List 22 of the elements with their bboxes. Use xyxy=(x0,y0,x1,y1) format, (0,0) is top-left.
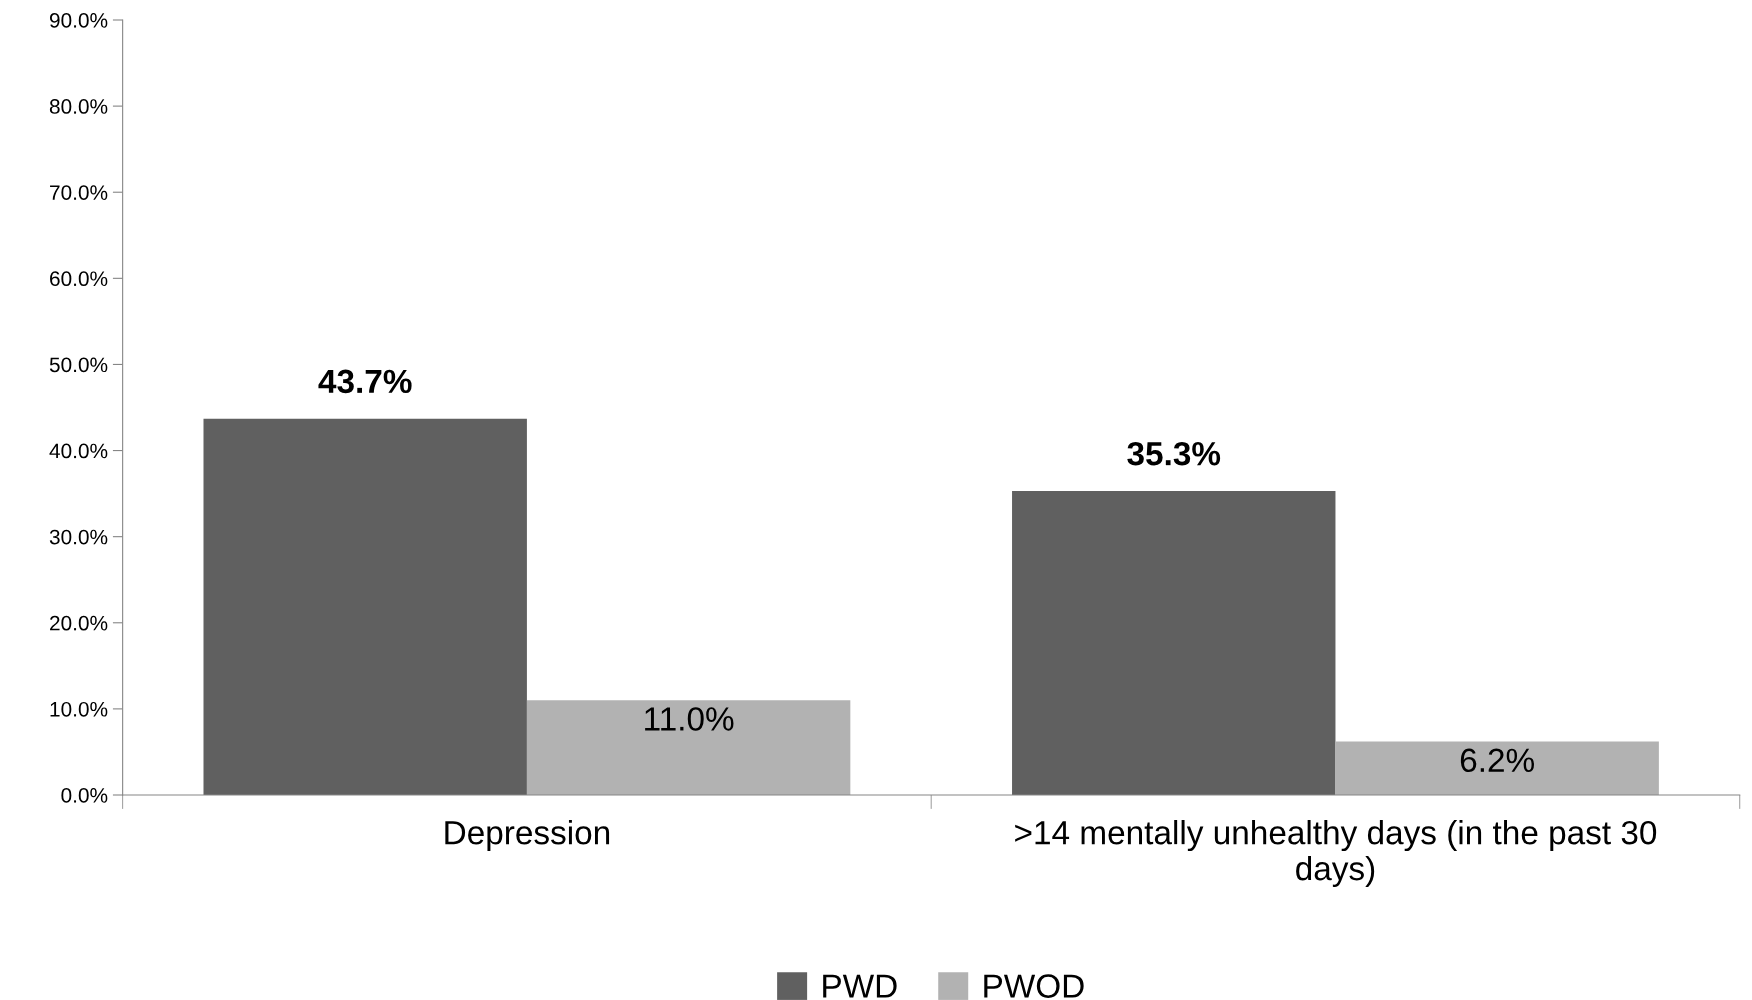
x-tick-label: >14 mentally unhealthy days (in the past 30 days) xyxy=(1015,820,1657,887)
bar xyxy=(203,418,527,795)
y-tick-label: 80.0% xyxy=(49,99,108,114)
y-tick-label: 50.0% xyxy=(49,357,108,373)
data-label: 43.7% xyxy=(318,369,412,394)
x-tick-label: Depression xyxy=(445,820,610,852)
y-tick-label: 10.0% xyxy=(50,701,108,717)
y-tick-label: 90.0% xyxy=(49,13,108,28)
bar xyxy=(526,700,851,795)
data-label: 11.0% xyxy=(645,707,734,731)
y-tick-label: 70.0% xyxy=(50,185,108,200)
y-tick-label: 30.0% xyxy=(49,529,108,545)
y-tick-label: 40.0% xyxy=(49,443,108,459)
bar xyxy=(1012,491,1336,795)
bar xyxy=(1335,741,1659,795)
y-tick-label: 60.0% xyxy=(50,271,108,287)
data-label: 35.3% xyxy=(1127,441,1221,466)
legend-label: PWD xyxy=(823,974,897,998)
legend-label: PWOD xyxy=(984,974,1084,998)
data-label: 6.2% xyxy=(1460,748,1534,773)
y-tick-label: 20.0% xyxy=(50,615,108,631)
y-tick-label: 0.0% xyxy=(61,788,108,803)
